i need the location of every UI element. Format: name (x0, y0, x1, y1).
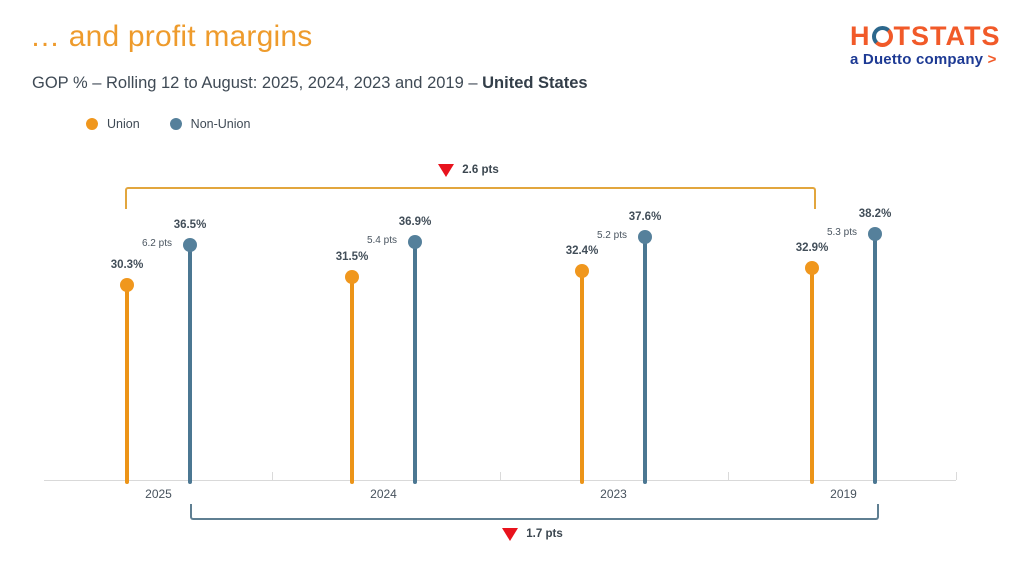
nonunion-dot (868, 227, 882, 241)
nonunion-dot (408, 235, 422, 249)
nonunion-value-label: 38.2% (858, 208, 892, 220)
gap-label: 5.3 pts (826, 227, 857, 238)
logo-letter-h: H (850, 21, 871, 51)
logo-arrow-icon: > (987, 51, 997, 68)
union-value-label: 32.9% (795, 242, 829, 254)
red-down-triangle-icon (502, 527, 519, 541)
union-stem (125, 285, 129, 484)
logo-letters-rest: TSTATS (893, 21, 1001, 51)
axis-separator-tick (956, 472, 957, 480)
axis-separator-tick (500, 472, 501, 480)
hotstats-wordmark: H TSTATS (850, 22, 1010, 50)
legend-item-union: Union (86, 117, 140, 131)
red-down-triangle-icon (438, 163, 455, 177)
legend-item-nonunion: Non-Union (169, 117, 251, 131)
logo-o-icon (871, 25, 893, 47)
union-stem (580, 271, 584, 484)
year-label: 2025 (145, 487, 172, 501)
year-label: 2019 (830, 487, 857, 501)
nonunion-stem (873, 234, 877, 484)
nonunion-value-label: 37.6% (628, 211, 662, 223)
union-dot (575, 264, 589, 278)
chart-subtitle: GOP % – Rolling 12 to August: 2025, 2024… (32, 74, 588, 92)
axis-separator-tick (272, 472, 273, 480)
union-stem (350, 277, 354, 484)
union-legend-dot-icon (86, 118, 98, 130)
year-label: 2023 (600, 487, 627, 501)
axis-separator-tick (728, 472, 729, 480)
legend: Union Non-Union (86, 117, 250, 131)
top-bracket (125, 187, 816, 209)
gap-label: 5.4 pts (366, 235, 397, 246)
nonunion-dot (638, 230, 652, 244)
nonunion-dot (183, 238, 197, 252)
gap-label: 5.2 pts (596, 230, 627, 241)
top-bracket-label: 2.6 pts (125, 160, 812, 180)
union-stem (810, 268, 814, 484)
nonunion-value-label: 36.9% (398, 216, 432, 228)
hotstats-logo: H TSTATS a Duetto company > (850, 22, 1010, 68)
union-dot (805, 261, 819, 275)
union-dot (345, 270, 359, 284)
x-axis-baseline (44, 480, 956, 481)
nonunion-stem (413, 242, 417, 484)
nonunion-value-label: 36.5% (173, 219, 207, 231)
subtitle-region: United States (482, 74, 588, 92)
union-value-label: 31.5% (335, 251, 369, 263)
page-title: … and profit margins (30, 20, 313, 53)
bottom-bracket (190, 504, 879, 520)
nonunion-stem (188, 245, 192, 484)
gap-label: 6.2 pts (141, 238, 172, 249)
legend-label-nonunion: Non-Union (190, 117, 251, 131)
logo-tagline: a Duetto company > (850, 51, 997, 68)
nonunion-legend-dot-icon (169, 118, 182, 130)
year-label: 2024 (370, 487, 397, 501)
union-dot (120, 278, 134, 292)
union-value-label: 30.3% (110, 259, 144, 271)
bottom-bracket-label: 1.7 pts (190, 524, 875, 544)
union-value-label: 32.4% (565, 245, 599, 257)
nonunion-stem (643, 237, 647, 484)
legend-label-union: Union (107, 117, 140, 131)
